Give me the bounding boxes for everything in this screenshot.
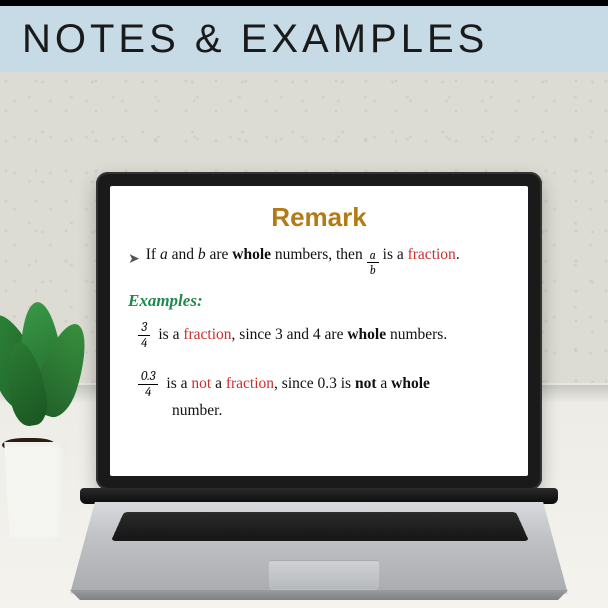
var-a: a xyxy=(160,246,168,263)
text: numbers. xyxy=(386,326,447,343)
laptop: Remark ➤ If a and b are whole numbers, t… xyxy=(70,172,568,602)
examples-heading: Examples: xyxy=(128,290,510,313)
text: are xyxy=(206,246,233,263)
example-text-cont: number. xyxy=(172,401,510,422)
laptop-screen-frame: Remark ➤ If a and b are whole numbers, t… xyxy=(96,172,542,490)
plant-pot xyxy=(0,442,70,542)
chevron-right-icon: ➤ xyxy=(128,251,140,270)
laptop-hinge xyxy=(80,488,558,504)
denominator: 4 xyxy=(142,385,154,399)
numerator: 0.3 xyxy=(138,370,158,385)
fraction-0p3-4: 0.3 4 xyxy=(138,370,158,399)
denominator: b xyxy=(367,263,379,276)
example-text: is a fraction, since 3 and 4 are whole n… xyxy=(158,325,447,346)
page-header: NOTES & EXAMPLES xyxy=(0,0,608,72)
example-row: 0.3 4 is a not a fraction, since 0.3 is … xyxy=(138,370,510,399)
example-text: is a not a fraction, since 0.3 is not a … xyxy=(166,374,430,395)
denominator: 4 xyxy=(138,336,150,350)
whole-word: whole xyxy=(347,326,386,343)
fraction-word: fraction xyxy=(183,326,231,343)
fraction-a-over-b: ab xyxy=(367,249,379,276)
fraction-word: fraction xyxy=(408,246,456,263)
slide-content: Remark ➤ If a and b are whole numbers, t… xyxy=(110,186,528,476)
text: is a xyxy=(166,375,191,392)
text: a xyxy=(211,375,226,392)
slide-title: Remark xyxy=(128,200,510,235)
page-title: NOTES & EXAMPLES xyxy=(22,17,488,62)
example-row: 3 4 is a fraction, since 3 and 4 are who… xyxy=(138,321,510,350)
not-word: not xyxy=(191,375,211,392)
definition-line: ➤ If a and b are whole numbers, then ab … xyxy=(128,245,510,276)
text: and xyxy=(168,246,198,263)
text: is a xyxy=(379,246,408,263)
numerator: 3 xyxy=(138,321,150,336)
var-b: b xyxy=(198,246,206,263)
text: , since 0.3 is xyxy=(274,375,355,392)
text: If xyxy=(146,246,160,263)
laptop-keyboard xyxy=(111,512,529,541)
text: , since 3 and 4 are xyxy=(232,326,348,343)
text: number. xyxy=(172,402,222,419)
text: numbers, then xyxy=(271,246,367,263)
examples-label-text: Examples xyxy=(128,291,197,310)
text: is a xyxy=(158,326,183,343)
fraction-3-4: 3 4 xyxy=(138,321,150,350)
scene: Remark ➤ If a and b are whole numbers, t… xyxy=(0,72,608,608)
colon: : xyxy=(197,291,203,310)
whole-word: whole xyxy=(232,246,271,263)
spacer xyxy=(128,354,510,364)
laptop-trackpad xyxy=(268,560,380,590)
fraction-word: fraction xyxy=(226,375,274,392)
definition-text: If a and b are whole numbers, then ab is… xyxy=(146,245,460,276)
numerator: a xyxy=(367,249,379,263)
not-bold: not xyxy=(355,375,377,392)
text: . xyxy=(456,246,460,263)
whole-word: whole xyxy=(391,375,430,392)
laptop-front-lip xyxy=(70,590,568,600)
text: a xyxy=(377,375,392,392)
plant-decoration xyxy=(0,302,80,542)
